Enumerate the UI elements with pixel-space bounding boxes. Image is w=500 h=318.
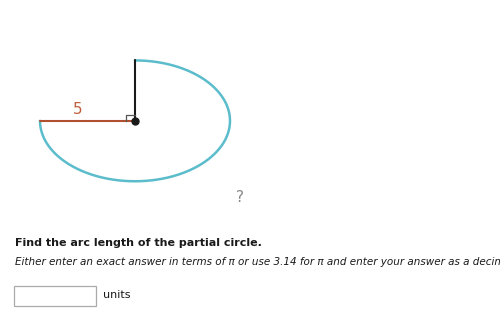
FancyBboxPatch shape	[14, 286, 96, 306]
Text: ?: ?	[236, 190, 244, 205]
Text: Either enter an exact answer in terms of π or use 3.14 for π and enter your answ: Either enter an exact answer in terms of…	[15, 257, 500, 267]
Text: Find the arc length of the partial circle.: Find the arc length of the partial circl…	[15, 238, 262, 248]
Text: 5: 5	[72, 102, 83, 117]
Text: units: units	[102, 290, 130, 300]
